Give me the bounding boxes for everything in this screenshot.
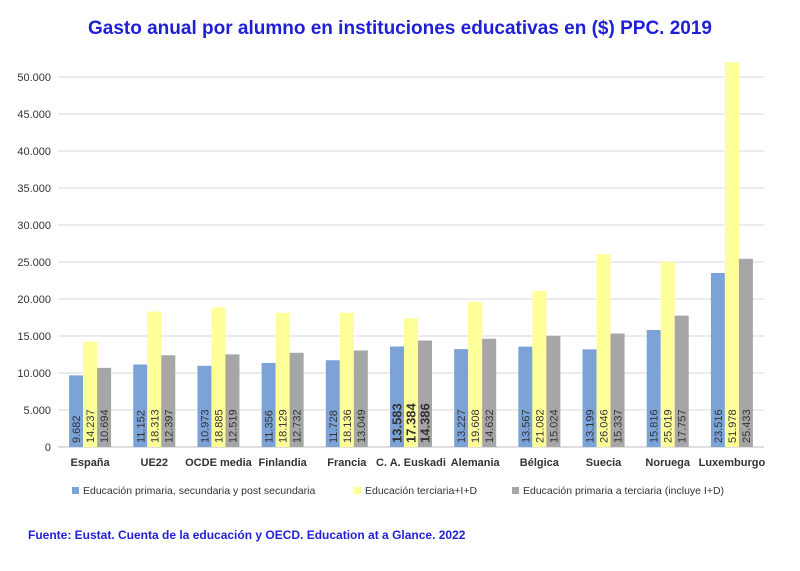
data-label: 15.337 (613, 409, 625, 443)
y-tick-label: 10.000 (17, 368, 51, 380)
x-tick-label: Alemania (451, 457, 501, 469)
bar (97, 367, 112, 447)
data-label: 10.694 (99, 409, 111, 443)
data-label: 23.516 (713, 409, 725, 443)
data-label: 17.384 (404, 402, 419, 443)
x-tick-label: Suecia (586, 457, 622, 469)
data-label: 9.682 (71, 415, 83, 443)
bar (710, 272, 725, 447)
bar (582, 349, 597, 447)
y-tick-label: 20.000 (17, 294, 51, 306)
x-tick-label: Finlandia (258, 457, 307, 469)
x-tick-label: Luxemburgo (699, 457, 766, 469)
data-label: 13.199 (585, 409, 597, 443)
bar (261, 362, 276, 447)
bar (610, 333, 625, 447)
bar (674, 315, 689, 447)
data-label: 19.608 (470, 409, 482, 443)
x-tick-label: España (71, 457, 111, 469)
bar (147, 311, 162, 447)
y-tick-label: 25.000 (17, 257, 51, 269)
bar (69, 375, 84, 447)
x-tick-label: C. A. Euskadi (376, 457, 446, 469)
bar (468, 301, 483, 447)
legend-label: Educación terciaria+I+D (365, 485, 477, 497)
data-label: 13.049 (356, 409, 368, 443)
bar (660, 261, 675, 447)
legend-swatch (354, 487, 361, 494)
data-label: 11.152 (135, 410, 147, 443)
y-tick-label: 35.000 (17, 183, 51, 195)
data-label: 12.519 (227, 409, 239, 443)
data-label: 12.397 (163, 409, 175, 443)
data-label: 11.356 (264, 410, 276, 443)
bar (418, 340, 432, 447)
data-label: 51.978 (727, 409, 739, 443)
y-tick-label: 40.000 (17, 146, 51, 158)
chart-title: Gasto anual por alumno en instituciones … (87, 18, 712, 39)
y-tick-label: 5.000 (23, 405, 51, 417)
y-tick-label: 45.000 (17, 109, 51, 121)
bar (325, 360, 340, 447)
legend-label: Educación primaria a terciaria (incluye … (523, 485, 724, 497)
data-label: 21.082 (534, 409, 546, 443)
x-tick-label: Francia (327, 457, 367, 469)
data-label: 13.583 (390, 403, 405, 443)
y-tick-label: 0 (45, 442, 51, 454)
data-label: 25.019 (663, 409, 675, 443)
data-label: 18.885 (213, 409, 225, 443)
bar (546, 335, 561, 447)
data-label: 14.386 (418, 403, 433, 443)
bar (197, 365, 212, 447)
x-tick-label: OCDE media (185, 457, 253, 469)
data-label: 10.973 (199, 409, 211, 443)
bar (161, 355, 176, 447)
bar (482, 338, 497, 447)
x-tick-label: Bélgica (520, 457, 560, 469)
bar (225, 354, 240, 447)
x-tick-label: UE22 (141, 457, 169, 469)
bar (289, 352, 304, 447)
bar (518, 346, 533, 447)
bar (646, 329, 661, 447)
bar (404, 318, 418, 447)
data-label: 13.227 (456, 409, 468, 443)
data-label: 15.816 (649, 409, 661, 443)
bar (275, 312, 290, 447)
legend-swatch (512, 487, 519, 494)
y-tick-label: 15.000 (17, 331, 51, 343)
bar (83, 341, 98, 447)
bar (390, 346, 404, 447)
bar (454, 349, 469, 447)
bar (339, 312, 354, 447)
data-label: 18.313 (149, 409, 161, 443)
data-label: 14.632 (484, 409, 496, 443)
data-label: 18.129 (278, 409, 290, 443)
bar (596, 254, 611, 447)
data-label: 26.046 (599, 409, 611, 443)
data-label: 13.567 (520, 409, 532, 443)
data-label: 18.136 (342, 409, 354, 443)
data-label: 25.433 (741, 409, 753, 443)
data-label: 17.757 (677, 409, 689, 443)
bar (532, 290, 547, 447)
y-tick-label: 30.000 (17, 220, 51, 232)
y-tick-label: 50.000 (17, 72, 51, 84)
legend-swatch (72, 487, 79, 494)
bar (738, 258, 753, 447)
data-label: 15.024 (548, 409, 560, 443)
data-label: 14.237 (85, 409, 97, 443)
data-label: 12.732 (292, 409, 304, 443)
bar (211, 307, 226, 447)
source-note: Fuente: Eustat. Cuenta de la educación y… (28, 528, 466, 542)
bar (353, 350, 368, 447)
bar (133, 364, 148, 447)
x-tick-label: Noruega (645, 457, 691, 469)
bar (724, 62, 739, 448)
data-label: 11.728 (328, 410, 340, 443)
legend-label: Educación primaria, secundaria y post se… (83, 485, 315, 497)
